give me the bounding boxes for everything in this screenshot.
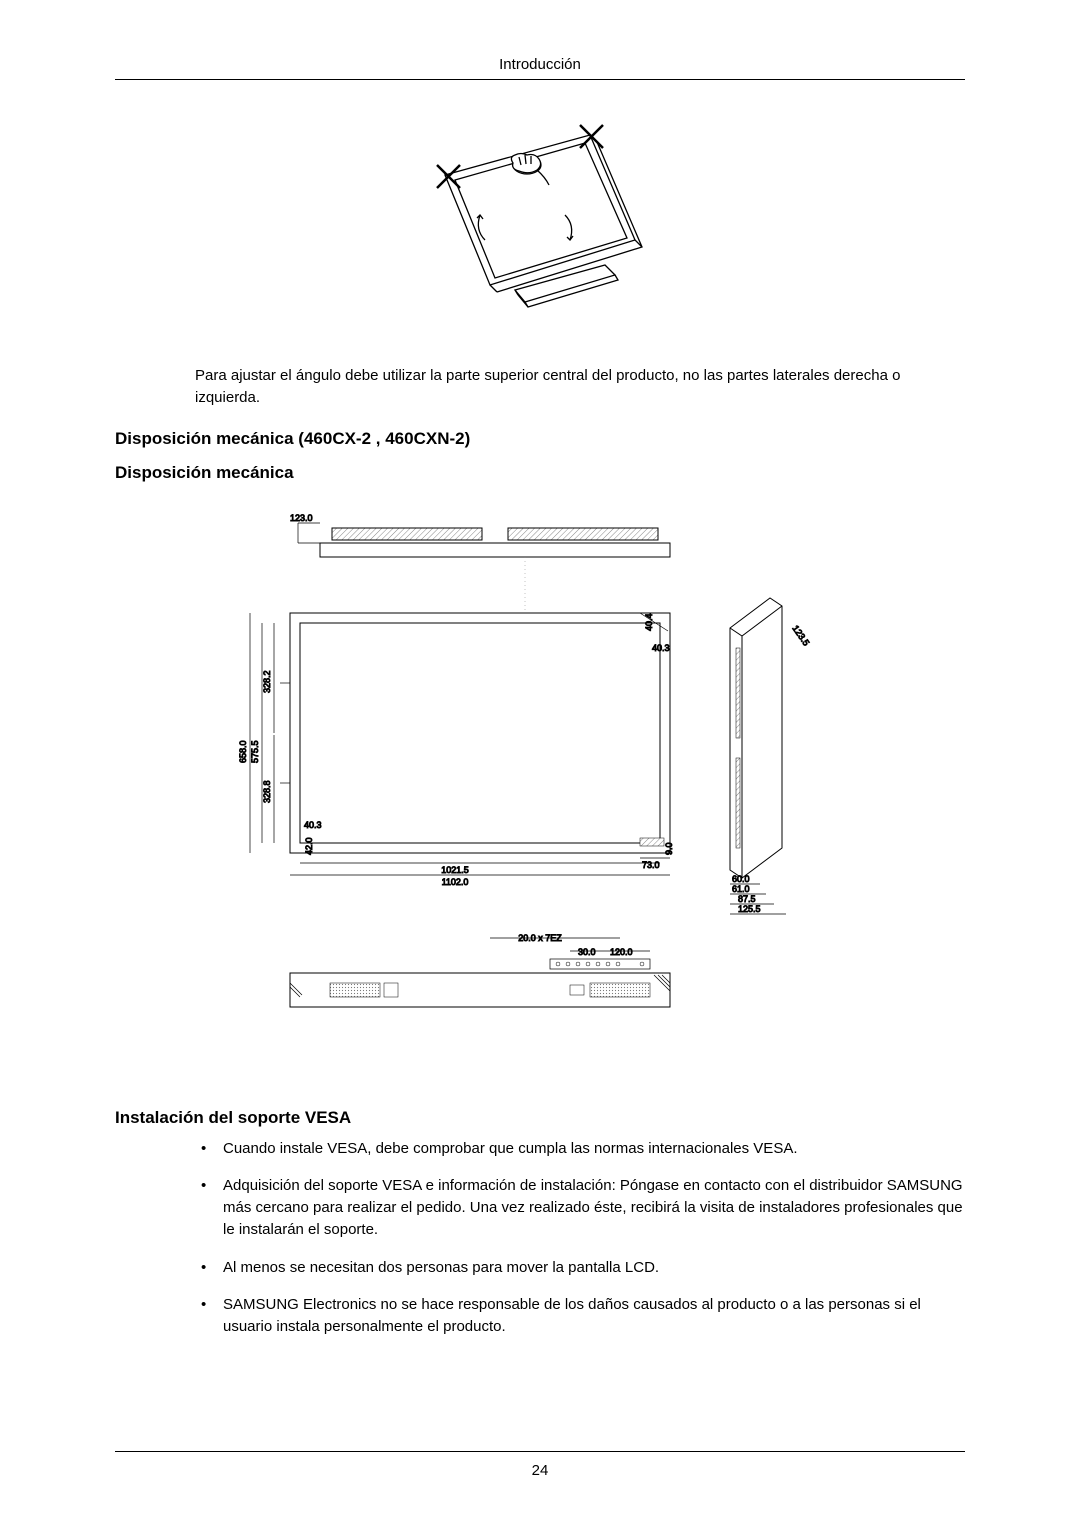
dim-top-bracket: 123.0 — [290, 513, 313, 523]
header-rule — [115, 79, 965, 80]
dim-front-br1: 73.0 — [642, 860, 660, 870]
dim-left-outer: 658.0 — [238, 740, 248, 763]
dim-left-mid: 575.5 — [250, 740, 260, 763]
dim-left-inner-lower: 328.8 — [262, 780, 272, 803]
intro-paragraph: Para ajustar el ángulo debe utilizar la … — [195, 365, 965, 409]
dim-side-bot2: 61.0 — [732, 884, 750, 894]
dim-front-br2: 9.0 — [664, 842, 674, 855]
dim-side-front-right-v: 40.3 — [652, 643, 670, 653]
dim-side-bot4: 125.5 — [738, 904, 761, 914]
dim-side-bot1: 60.0 — [732, 874, 750, 884]
figure-mechanical-layout: 123.0 658.0 575.5 328.2 328.8 40.3 42.0 — [115, 503, 965, 1068]
dim-side-depth: 123.5 — [790, 623, 811, 647]
figure-tilt-adjust — [115, 120, 965, 335]
page-footer: 24 — [115, 1451, 965, 1479]
vesa-list: Cuando instale VESA, debe comprobar que … — [195, 1138, 965, 1338]
dim-side-top-right-d: 40.4 — [644, 613, 654, 631]
vesa-bullet: SAMSUNG Electronics no se hace responsab… — [195, 1294, 965, 1338]
vesa-bullet: Al menos se necesitan dos personas para … — [195, 1257, 965, 1279]
section1-subtitle: Disposición mecánica — [115, 463, 965, 483]
dim-front-bl-h: 42.0 — [304, 837, 314, 855]
dim-front-bl-v: 40.3 — [304, 820, 322, 830]
vesa-bullet: Cuando instale VESA, debe comprobar que … — [195, 1138, 965, 1160]
page-header-title: Introducción — [115, 56, 965, 79]
dim-front-bottom-outer: 1102.0 — [442, 877, 469, 887]
dim-side-bot3: 87.5 — [738, 894, 756, 904]
vesa-bullet: Adquisición del soporte VESA e informaci… — [195, 1175, 965, 1240]
footer-rule — [115, 1451, 965, 1452]
dim-front-bottom-inner: 1021.5 — [441, 865, 469, 875]
dim-left-inner-upper: 328.2 — [262, 670, 272, 693]
section2-title: Instalación del soporte VESA — [115, 1108, 965, 1128]
dim-bottom-r2: 120.0 — [610, 947, 633, 957]
page-number: 24 — [115, 1462, 965, 1479]
section1-title: Disposición mecánica (460CX-2 , 460CXN-2… — [115, 429, 965, 449]
dim-bottom-r1: 30.0 — [578, 947, 596, 957]
